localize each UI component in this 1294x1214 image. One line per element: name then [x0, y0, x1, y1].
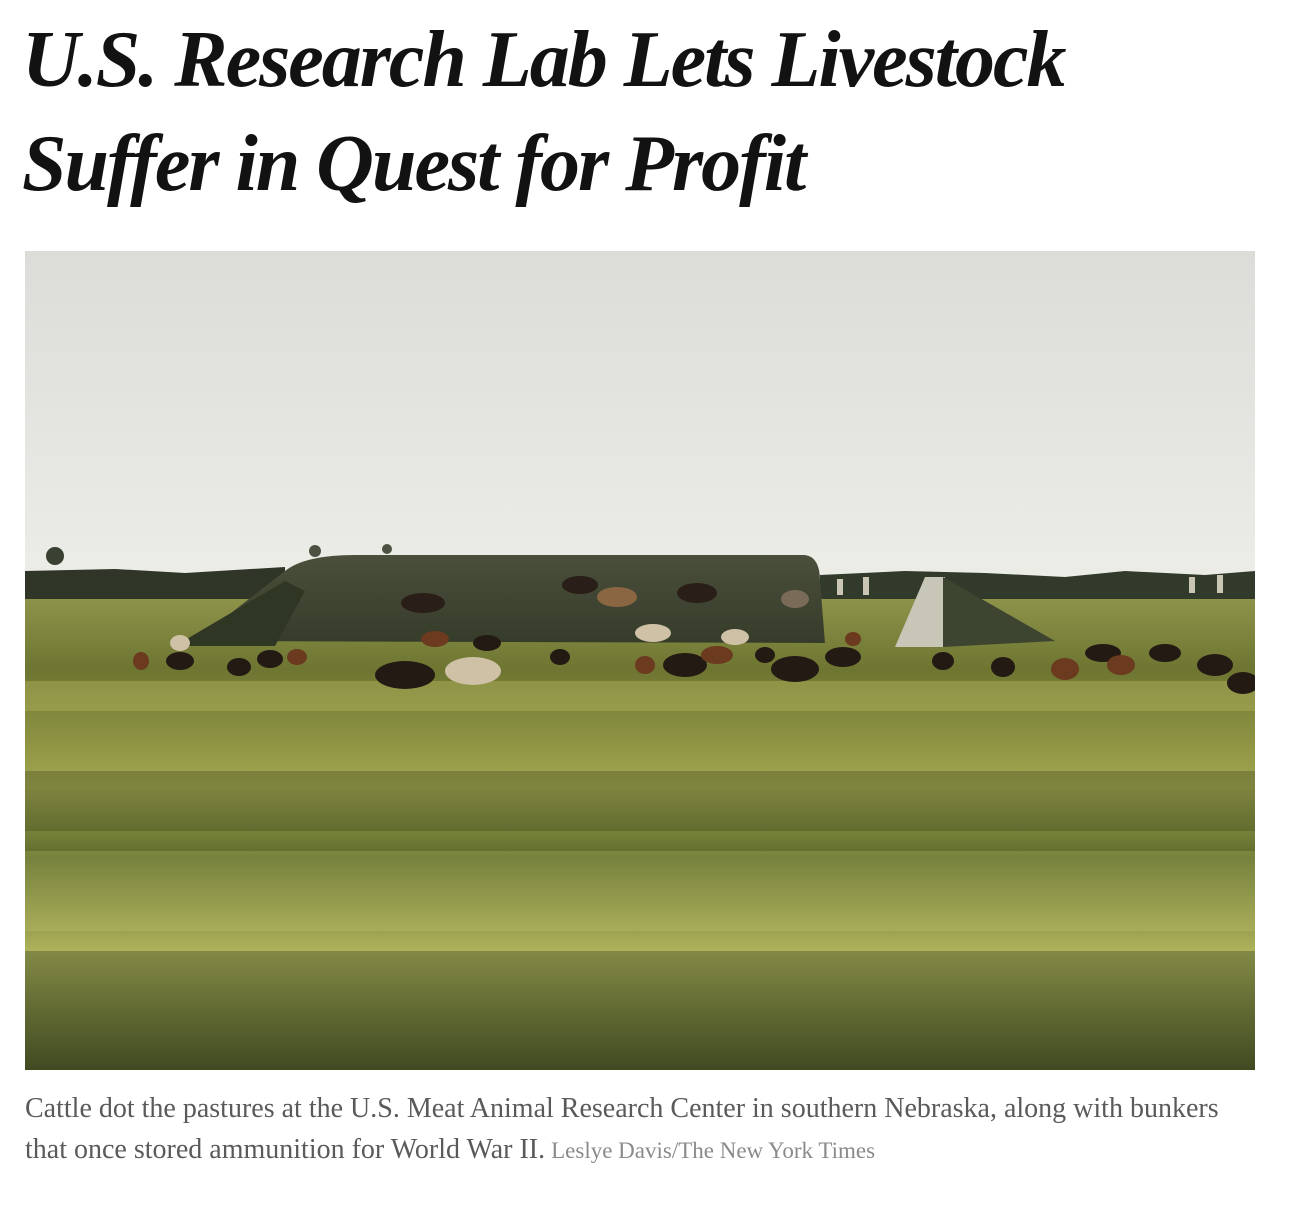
- caption-text: Cattle dot the pastures at the U.S. Meat…: [25, 1093, 1219, 1165]
- article-headline: U.S. Research Lab Lets Livestock Suffer …: [22, 16, 1066, 208]
- photo-credit: Leslye Davis/The New York Times: [551, 1138, 876, 1163]
- article-photo: [25, 251, 1255, 1070]
- photo-caption: Cattle dot the pastures at the U.S. Meat…: [25, 1088, 1255, 1171]
- cattle-pasture-image: [25, 251, 1255, 1070]
